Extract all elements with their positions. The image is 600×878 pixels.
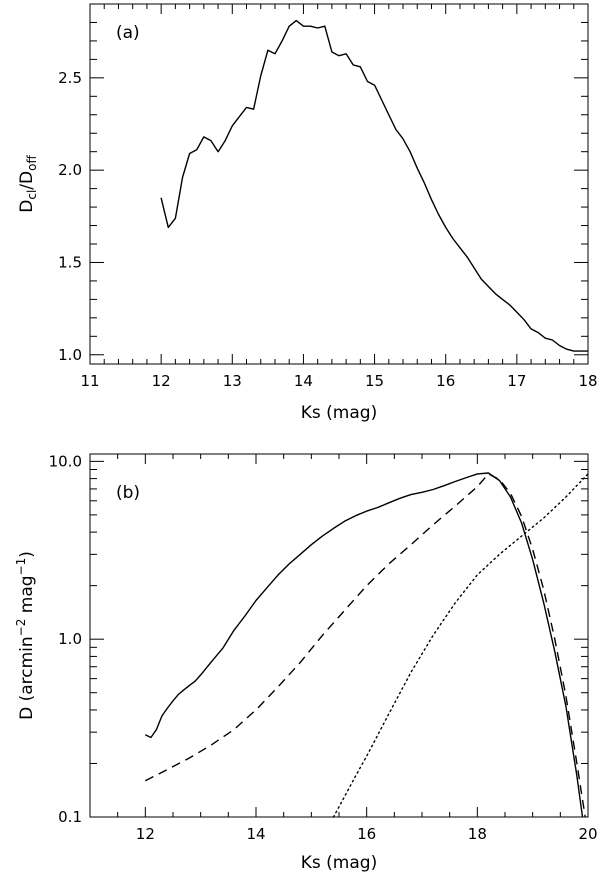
ylabel-sub-cl: cl	[25, 190, 39, 200]
y-tick-label: 1.5	[58, 253, 82, 271]
series-line-total	[144, 472, 584, 818]
ylabel-mid: mag	[17, 575, 37, 618]
y-tick-label: 1.0	[58, 346, 82, 364]
x-tick-label: 14	[246, 825, 265, 843]
ylabel-post: )	[17, 551, 37, 558]
series-line-cluster	[144, 473, 586, 818]
panel-a-y-axis-title: Dcl/Doff	[17, 155, 39, 213]
ylabel-d2: D	[17, 171, 37, 184]
y-tick-label: 10.0	[49, 452, 82, 470]
x-tick-label: 18	[578, 372, 597, 390]
ylabel-slash: /	[17, 184, 37, 190]
panel-a-ticks: 11 12 13 14 15 16 17 18 1.0 1.5 2.0 2.5	[58, 3, 598, 390]
x-tick-label: 16	[436, 372, 455, 390]
panel-b-y-axis-title: D (arcmin−2 mag−1)	[14, 551, 37, 720]
ylabel-sup-2: −2	[14, 619, 28, 637]
x-tick-label: 12	[136, 825, 155, 843]
x-tick-label: 12	[152, 372, 171, 390]
y-tick-label: 1.0	[58, 630, 82, 648]
y-tick-label: 0.1	[58, 808, 82, 826]
ylabel-d1: D	[17, 200, 37, 213]
x-tick-label: 20	[578, 825, 597, 843]
panel-b-label: (b)	[116, 483, 140, 503]
series-line-ratio	[160, 19, 588, 352]
panel-b-ticks: 12 14 16 18 20 0.1 1.0 10.0	[49, 452, 598, 843]
ylabel-pre: D (arcmin	[17, 636, 37, 720]
panel-b: 12 14 16 18 20 0.1 1.0 10.0 (b) Ks (mag) D (arc…	[14, 452, 598, 873]
y-tick-label: 2.5	[58, 69, 82, 87]
panel-b-lines	[144, 472, 589, 818]
panel-b-frame	[89, 453, 589, 818]
x-tick-label: 15	[365, 372, 384, 390]
panel-b-x-axis-title: Ks (mag)	[301, 853, 377, 873]
x-tick-label: 11	[80, 372, 99, 390]
series-line-field	[332, 473, 589, 818]
x-tick-label: 16	[357, 825, 376, 843]
x-tick-label: 13	[223, 372, 242, 390]
panel-a: 11 12 13 14 15 16 17 18 1.0 1.5 2.0 2.5 (a) Ks (mag…	[17, 3, 598, 423]
ylabel-sub-off: off	[25, 155, 39, 171]
x-tick-label: 14	[294, 372, 313, 390]
y-tick-label: 2.0	[58, 161, 82, 179]
x-tick-label: 18	[468, 825, 487, 843]
panel-a-label: (a)	[116, 23, 140, 43]
panel-a-lines	[160, 19, 588, 352]
panel-a-x-axis-title: Ks (mag)	[301, 403, 377, 423]
x-tick-label: 17	[507, 372, 526, 390]
panel-a-frame	[89, 3, 589, 365]
ylabel-sup-1: −1	[14, 558, 28, 576]
